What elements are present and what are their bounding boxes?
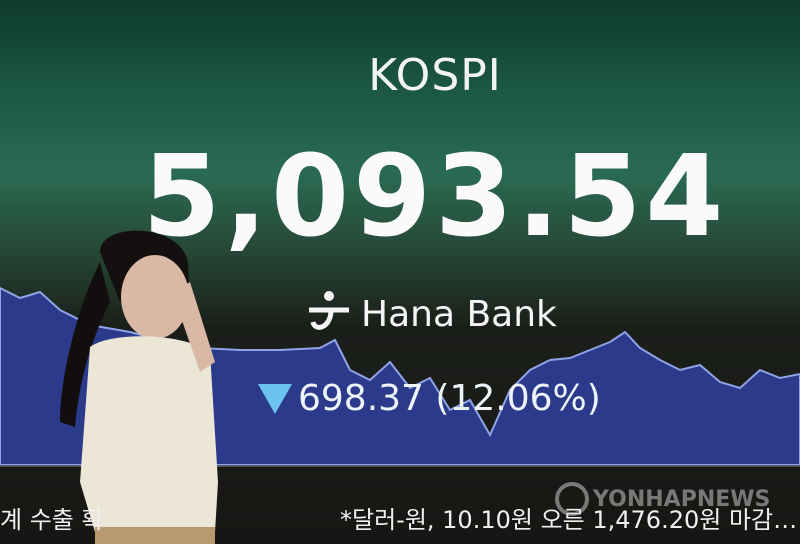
yonhap-logo-icon <box>555 482 589 516</box>
hana-bank-logo: Hana Bank <box>305 288 557 340</box>
ticker-text-left: 계 수출 확 <box>0 506 104 534</box>
index-value: 5,093.54 <box>142 132 728 262</box>
chart-baseline <box>0 465 800 467</box>
watermark-text: YONHAPNEWS <box>593 486 771 512</box>
hana-logo-icon <box>309 291 349 330</box>
index-name: KOSPI <box>368 50 502 101</box>
person <box>60 230 218 544</box>
yonhap-watermark: YONHAPNEWS <box>555 482 770 516</box>
down-triangle-icon <box>258 383 292 414</box>
change-text: 698.37 (12.06%) <box>298 378 601 419</box>
index-change: 698.37 (12.06%) <box>258 378 601 419</box>
brand-name: Hana Bank <box>361 293 557 335</box>
